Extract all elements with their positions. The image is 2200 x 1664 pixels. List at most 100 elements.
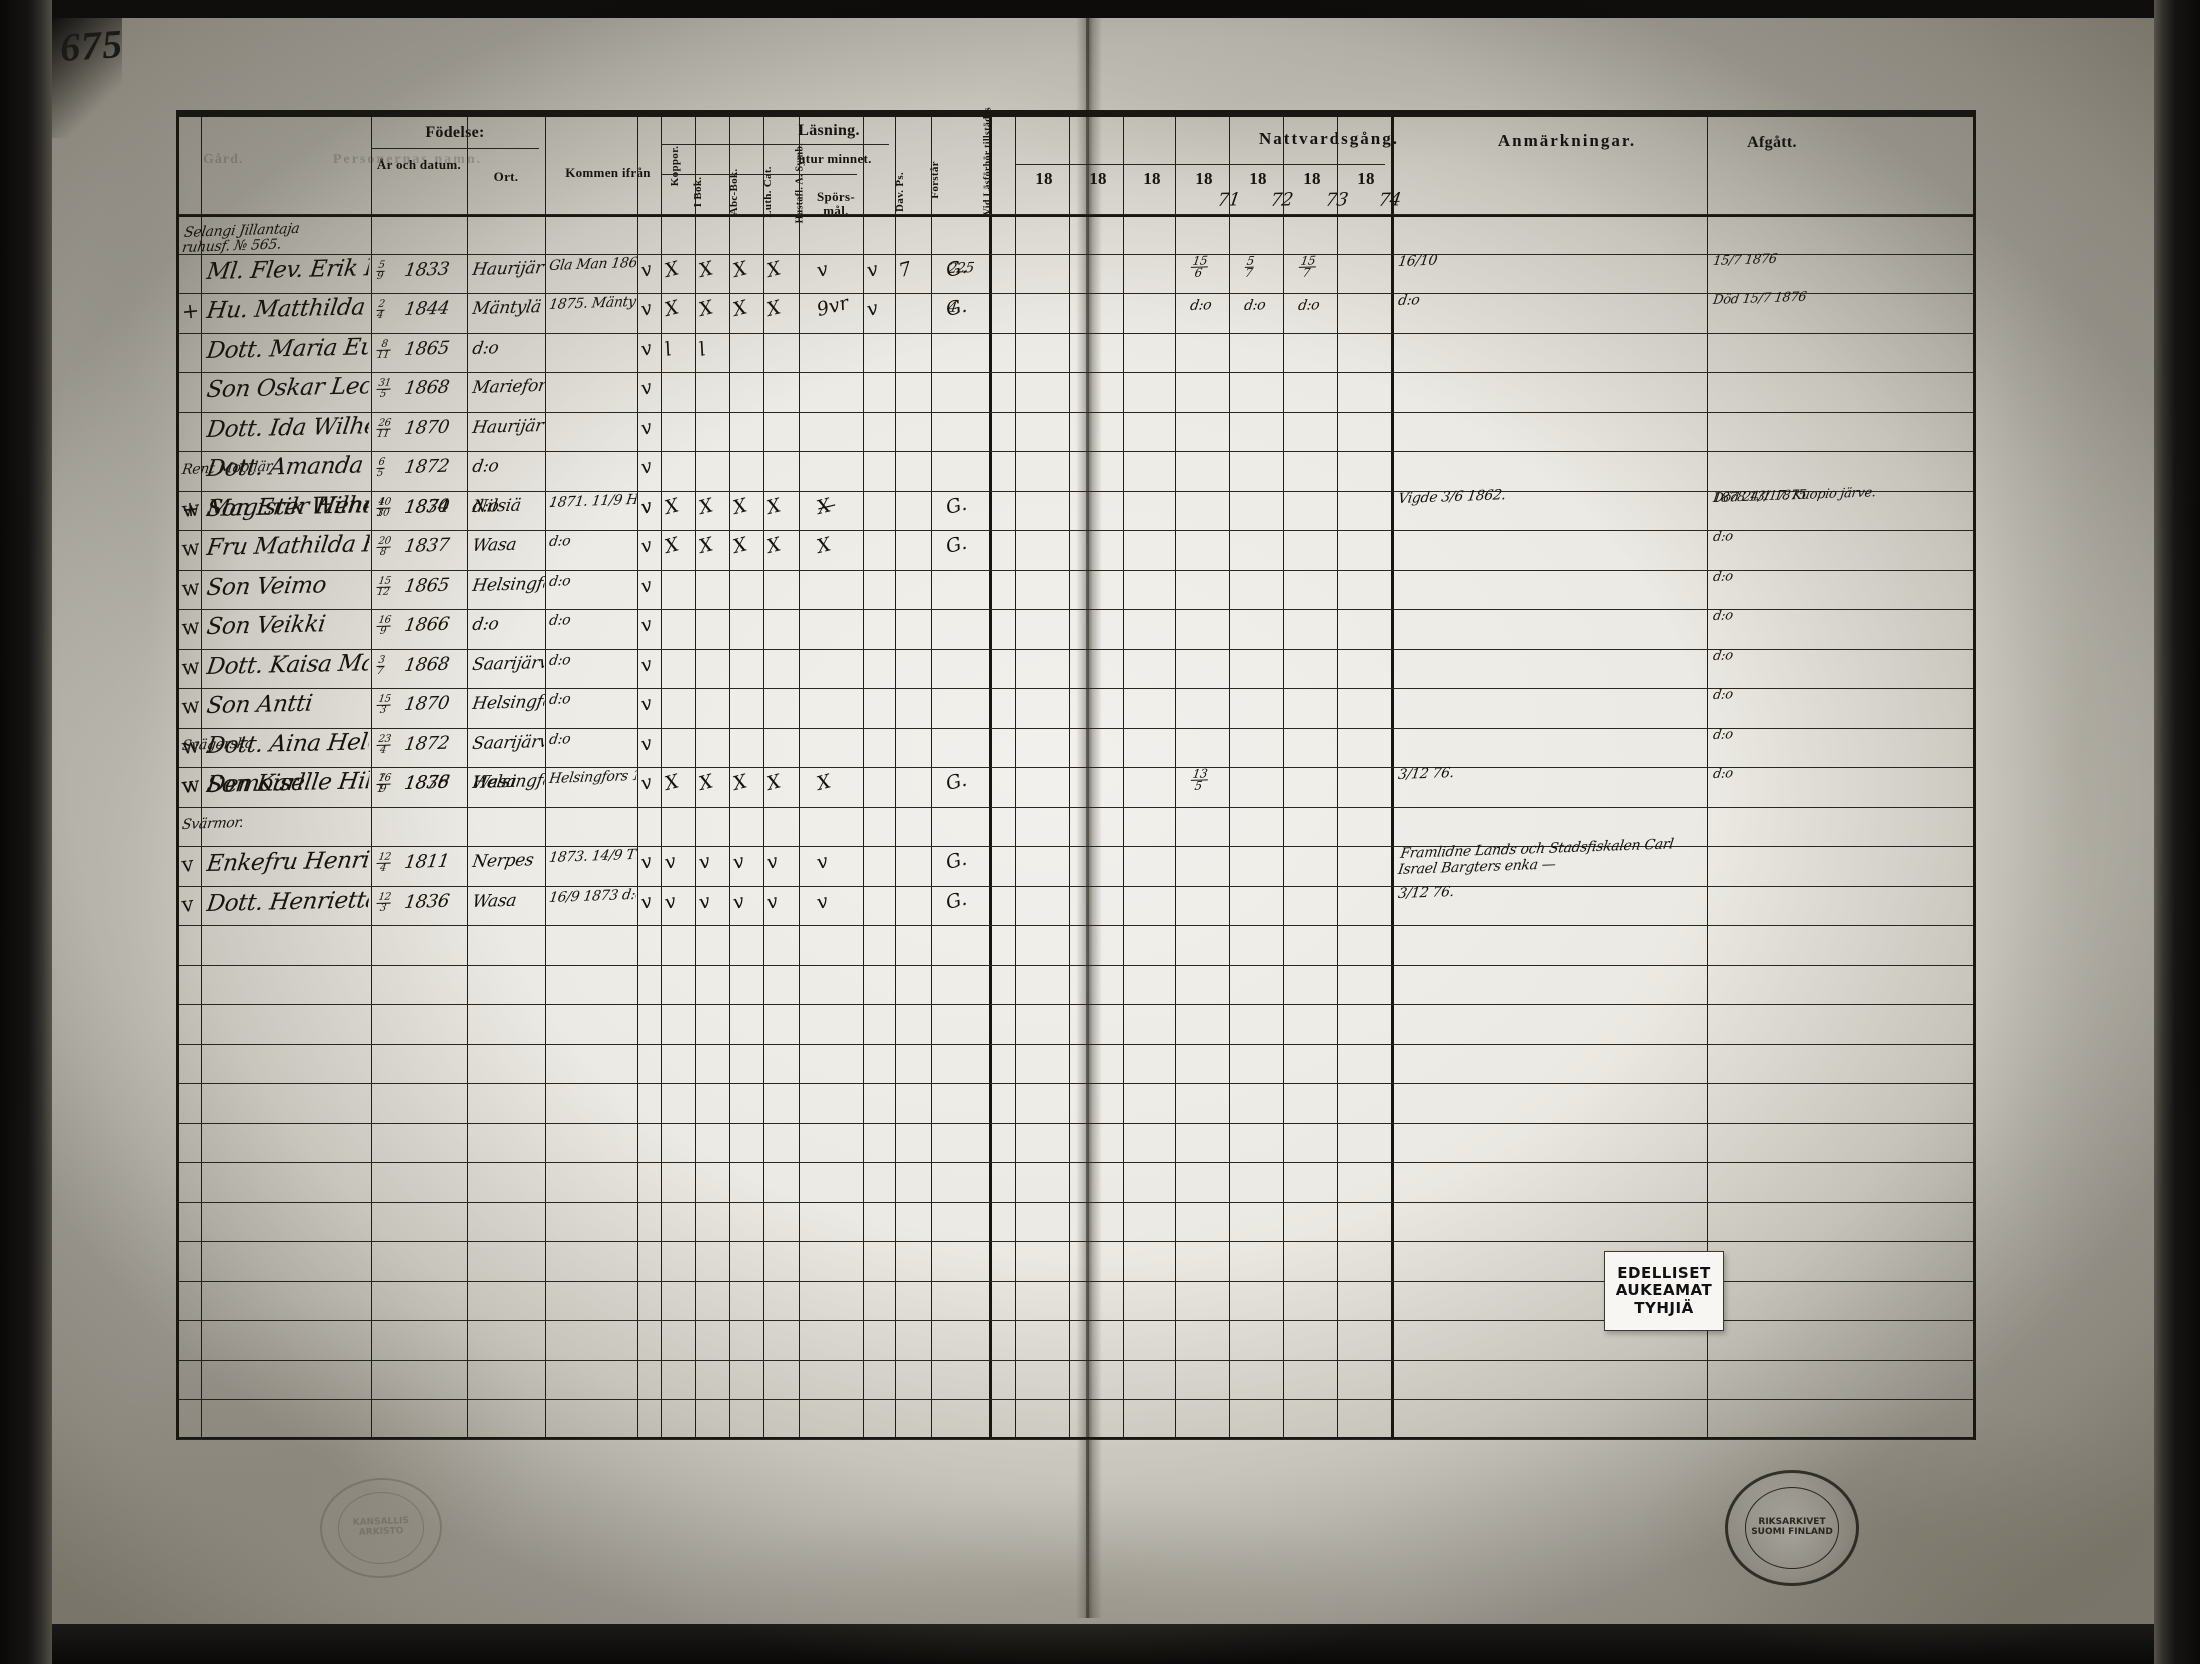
- archive-seal-faint-text: KANSALLIS ARKISTO: [352, 1516, 410, 1538]
- row-rule-23: [179, 1122, 1973, 1124]
- row-rule-30: [179, 1399, 1973, 1400]
- present-extra: 225: [947, 259, 976, 277]
- came-from: d:o: [548, 533, 572, 550]
- birth-place: Nilsiä: [471, 495, 523, 517]
- departed-text: Död 15/7 1876: [1712, 289, 1808, 308]
- communion-1873: d:o: [1297, 297, 1321, 314]
- birth-place: Nerpes: [471, 850, 535, 872]
- row-rule-7: [179, 490, 1973, 492]
- column-divider-abc: [695, 114, 696, 1437]
- column-divider-y1: [1015, 114, 1016, 1437]
- read-book-mark: X: [662, 256, 682, 282]
- came-from: 16/9 1873 d:o: [548, 886, 638, 906]
- birth-year: 1866: [403, 613, 451, 636]
- column-divider-ibok: [661, 114, 662, 1437]
- came-from: 1875. Mäntylä: [548, 293, 638, 313]
- smallpox-mark: v: [638, 297, 655, 321]
- communion-year-4: 18: [1195, 169, 1213, 188]
- communion-1873: 15 7: [1298, 252, 1317, 280]
- abc-book-mark: v: [696, 889, 713, 914]
- column-divider-pox: [637, 114, 638, 1437]
- archive-seal-dark: RIKSARKIVET SUOMI FINLAND: [1725, 1470, 1859, 1586]
- person-name: Son Veikki: [205, 611, 327, 640]
- came-from: 1871. 11/9 Helsingfors: [548, 491, 638, 511]
- communion-year-5-suffix: 72: [1269, 189, 1295, 211]
- communion-year-5: 18: [1249, 169, 1267, 188]
- row-rule-15: [179, 806, 1973, 808]
- communion-year-7: 18: [1357, 169, 1375, 188]
- column-divider-y5: [1229, 114, 1230, 1437]
- remark-text: Vigde 3/6 1862.: [1397, 486, 1507, 507]
- read-book-mark: X: [662, 493, 682, 519]
- smallpox-mark: v: [638, 494, 655, 519]
- read-book-mark: v: [662, 889, 679, 914]
- row-rule-29: [179, 1359, 1973, 1361]
- abc-book-mark: X: [696, 533, 716, 558]
- header-lasning: Läsning.: [798, 122, 860, 139]
- row-rule-12: [179, 688, 1973, 689]
- archive-stamp-line-3: TYHJIÄ: [1634, 1298, 1694, 1317]
- abc-book-mark: X: [696, 770, 716, 795]
- birth-year: 1811: [403, 850, 451, 873]
- communion-1872: d:o: [1243, 297, 1267, 314]
- came-from: d:o: [548, 651, 572, 669]
- smallpox-mark: v: [638, 613, 655, 637]
- birth-place: Wasa: [471, 534, 518, 556]
- birth-year: 1865: [403, 337, 451, 360]
- column-divider-forst: [895, 114, 896, 1437]
- communion-1871: 13 5: [1190, 766, 1209, 794]
- column-divider-remarks: [1391, 114, 1394, 1437]
- came-from: 1873. 14/9 Thusby: [548, 846, 638, 866]
- header-rule-4: [1015, 164, 1385, 165]
- row-rule-27: [179, 1280, 1973, 1282]
- communion-1871: 15 6: [1190, 252, 1209, 280]
- row-mark: v: [180, 891, 195, 917]
- birth-place: Helsingfors: [471, 691, 546, 714]
- birth-place: Haurijärvi: [471, 257, 546, 280]
- person-name: Son Veimo: [205, 571, 328, 601]
- birth-year: 1868: [403, 376, 451, 399]
- book-gutter-line: [1086, 18, 1089, 1618]
- row-rule-20: [179, 1004, 1973, 1005]
- header-came-from: Kommen ifrån: [565, 165, 651, 180]
- departed-text: d:o: [1712, 568, 1734, 585]
- communion-year-6: 18: [1303, 169, 1321, 188]
- smallpox-mark: v: [638, 415, 655, 440]
- hustafl-mark: X: [764, 256, 784, 282]
- row-mark: v: [180, 772, 195, 798]
- row-mark: +: [180, 298, 201, 324]
- group-margin-note: Svärmor.: [180, 814, 245, 834]
- ghost-text-personer: Personernas namn.: [333, 152, 483, 167]
- column-divider-y4: [1175, 114, 1176, 1437]
- archive-stamp-line-1: EDELLISET: [1617, 1264, 1711, 1283]
- departed-text: d:o: [1712, 687, 1734, 703]
- person-name: Enkefru Henrietta Bargter född Tholen: [205, 847, 371, 877]
- row-rule-17: [179, 885, 1973, 887]
- header-smallpox: Koppor.: [669, 145, 682, 187]
- person-name: Magister Henrik Juntunen: [205, 491, 371, 522]
- column-divider-bplace: [467, 114, 468, 1437]
- birth-year: 1868: [403, 653, 451, 676]
- scan-border-bottom: [0, 1624, 2200, 1664]
- header-rule-3: [661, 174, 857, 175]
- column-divider-y2: [1069, 114, 1070, 1437]
- birth-place: Haurijärvi: [471, 415, 546, 438]
- archive-seal-dark-text: RIKSARKIVET SUOMI FINLAND: [1751, 1517, 1833, 1537]
- sporsmal-mark: X: [814, 533, 834, 558]
- register-table: Gård. Personernas namn. Födelse: År och …: [176, 107, 1976, 1440]
- smallpox-mark: v: [638, 889, 655, 914]
- ghost-text-gard: Gård.: [203, 152, 244, 167]
- came-from: Gla Man 1869.: [548, 254, 638, 274]
- person-name: Dott. Kaisa Mathilda: [205, 649, 371, 680]
- column-divider-names: [201, 114, 202, 1437]
- row-rule-13: [179, 727, 1973, 729]
- present-mark: G.: [943, 492, 969, 519]
- column-divider-blank: [989, 114, 992, 1437]
- hustafl-mark: v: [764, 850, 781, 874]
- communion-1871: d:o: [1189, 297, 1213, 314]
- forstar-mark: 7: [896, 257, 914, 282]
- column-divider-byear: [371, 114, 372, 1437]
- row-rule-1: [179, 253, 1973, 255]
